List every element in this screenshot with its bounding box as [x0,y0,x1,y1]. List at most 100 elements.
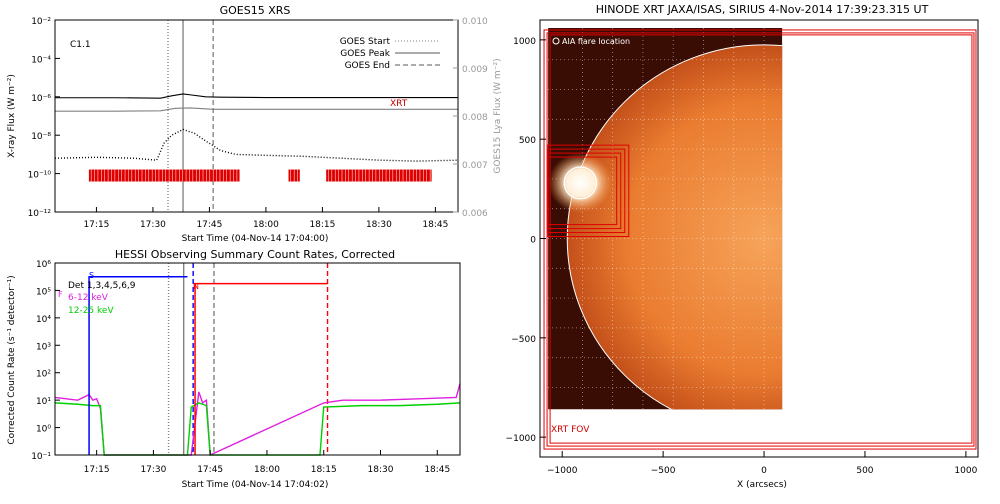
xrt-fov-boxes [543,29,977,450]
hessi-title: HESSI Observing Summary Count Rates, Cor… [115,248,395,261]
goes-y-label-right: GOES15 Lya Flux (W m⁻²) [493,58,503,173]
xrt-y-ticks: −1000 −500 0 500 1000 [506,37,546,444]
hessi-y-tick-label-2: 10¹ [36,397,51,407]
goes-series-lya [55,107,458,112]
goes-y-tick-label-3: 10⁻⁶ [31,94,51,104]
goes-axes-frame [54,19,459,213]
xrt-x-tick-label-3: 500 [856,466,873,476]
goes-class-label: C1.1 [70,40,91,50]
legend-goes-end: GOES End [345,61,390,71]
xrt-y-tick-label-0: −1000 [506,434,537,444]
hessi-x-tick-label-0: 17:15 [84,465,110,475]
xrt-y-tick-label-3: 500 [519,136,536,146]
hessi-x-tick-label-4: 18:15 [311,465,337,475]
xrt-x-tick-label-0: −1000 [547,466,578,476]
hessi-x-ticks: 17:15 17:30 17:45 18:00 18:15 18:30 18:45 [84,450,450,475]
hessi-legend: Det 1,3,4,5,6,9 6-12 keV 12-25 keV [68,281,136,316]
xrt-fov-box-0 [543,29,977,450]
goes-x-ticks: 17:15 17:30 17:45 18:00 18:15 18:30 18:45 [83,207,448,230]
xrt-x-label: X (arcsecs) [737,480,787,490]
xrt-fov-label: XRT FOV [551,425,590,435]
goes-y-label: X-ray Flux (W m⁻²) [7,74,17,158]
legend-hessi-det: Det 1,3,4,5,6,9 [68,281,136,291]
goes-series-long [55,93,458,99]
hessi-attenuator [88,275,328,455]
goes-x-tick-label-2: 17:45 [196,220,222,230]
goes-right-tick-label-4: 0.010 [462,17,488,27]
goes-y-tick-label-2: 10⁻⁸ [31,132,51,142]
xrt-flare-glow [548,152,613,213]
hessi-panel: HESSI Observing Summary Count Rates, Cor… [7,248,461,490]
legend-hessi-12-25: 12-25 keV [68,306,114,316]
hessi-series-1 [54,402,461,456]
hessi-vlines [167,263,329,455]
goes-y-tick-label-0: 10⁻¹² [28,209,52,219]
xrt-x-tick-label-2: 0 [761,466,767,476]
hessi-y-tick-label-6: 10⁵ [36,287,51,297]
xrt-y-tick-label-4: 1000 [513,37,536,47]
hessi-atten-1 [194,282,328,455]
hessi-x-tick-label-3: 18:00 [254,465,280,475]
aia-legend-label: AIA flare location [562,37,630,46]
hessi-axes-frame [54,262,461,456]
hessi-y-tick-label-3: 10² [36,370,51,380]
goes-right-tick-label-3: 0.009 [462,65,488,75]
goes-y-ticks: 10⁻¹² 10⁻¹⁰ 10⁻⁸ 10⁻⁶ 10⁻⁴ 10⁻² [28,17,60,219]
goes-xrt-bars [88,169,432,182]
hessi-y-tick-label-4: 10³ [36,342,51,352]
hessi-x-tick-label-2: 17:45 [197,465,223,475]
hessi-x-label: Start Time (04-Nov-14 17:04:02) [182,480,329,490]
xrt-panel: HINODE XRT JAXA/ISAS, SIRIUS 4-Nov-2014 … [506,3,979,490]
xrt-title: HINODE XRT JAXA/ISAS, SIRIUS 4-Nov-2014 … [596,3,929,16]
hessi-marker-f: F [58,290,63,299]
goes-title: GOES15 XRS [220,4,291,17]
goes-x-tick-label-6: 18:45 [422,220,448,230]
goes-right-tick-label-1: 0.007 [462,161,488,171]
legend-goes-start: GOES Start [340,37,391,47]
goes-x-tick-label-0: 17:15 [83,220,109,230]
goes-xrt-bar-2 [326,169,432,182]
hessi-y-tick-label-5: 10⁴ [36,315,51,325]
goes-x-tick-label-3: 18:00 [253,220,279,230]
goes-x-tick-label-1: 17:30 [140,220,166,230]
goes-y-tick-label-4: 10⁻⁴ [31,55,51,65]
xrt-fov-box-2 [549,34,973,444]
hessi-y-ticks: 10⁻¹ 10⁰ 10¹ 10² 10³ 10⁴ 10⁵ 10⁶ [31,260,60,462]
hessi-series [54,383,461,457]
hessi-y-tick-label-7: 10⁶ [36,260,51,270]
xrt-solar-image [548,27,783,410]
hessi-y-tick-label-0: 10⁻¹ [31,452,51,462]
goes-x-tick-label-4: 18:15 [309,220,335,230]
goes-panel: GOES15 XRS C1.1 XRT GOES Start GOES Peak… [7,4,503,244]
xrt-x-tick-label-4: 1000 [954,466,977,476]
goes-right-ticks: 0.006 0.007 0.008 0.009 0.010 [453,17,488,219]
legend-hessi-6-12: 6-12 keV [68,293,109,303]
hessi-x-tick-label-6: 18:45 [424,465,450,475]
goes-y-tick-label-1: 10⁻¹⁰ [28,171,52,181]
xrt-image-clip [548,27,783,410]
hessi-x-tick-label-5: 18:30 [368,465,394,475]
hessi-x-tick-label-1: 17:30 [140,465,166,475]
aia-legend-circle [552,37,560,45]
goes-series-short [54,128,459,162]
hessi-series-0 [54,383,461,457]
goes-xrt-bar-0 [88,169,240,182]
xrt-fov-box-1 [546,32,975,447]
goes-xrt-label: XRT [390,99,408,109]
goes-right-tick-label-0: 0.006 [462,209,488,219]
goes-vlines [167,20,214,212]
aia-flare-circle [563,166,598,200]
xrt-small-fov-box-3 [547,156,618,226]
goes-x-tick-label-5: 18:30 [366,220,392,230]
xrt-x-tick-label-1: −500 [651,466,676,476]
goes-y-tick-label-5: 10⁻² [31,17,51,27]
legend-goes-peak: GOES Peak [340,49,390,59]
hessi-marker-n: N [193,282,199,291]
goes-right-tick-label-2: 0.008 [462,113,488,123]
xrt-y-tick-label-2: 0 [530,236,536,246]
hessi-marker-s: S [89,271,94,280]
goes-series [54,93,459,162]
hessi-y-label: Corrected Count Rate (s⁻¹ detector⁻¹) [7,275,17,444]
xrt-solar-disk [567,44,783,410]
hessi-y-tick-label-1: 10⁰ [36,425,51,435]
